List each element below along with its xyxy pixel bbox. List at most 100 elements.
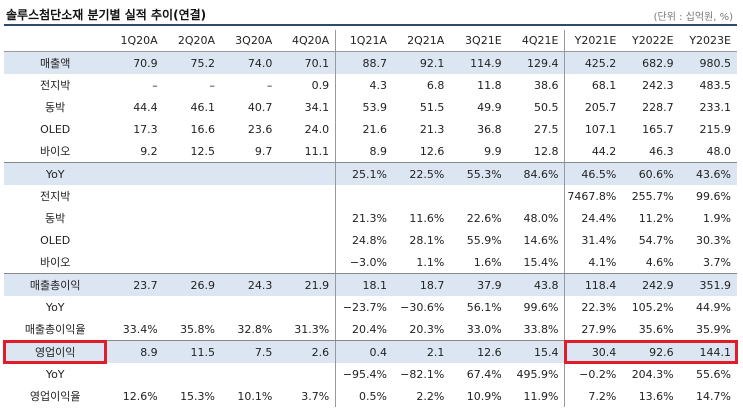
table-cell: 15.3% — [180, 389, 216, 403]
table-cell: 21.9 — [278, 273, 337, 296]
table-cell: 6.8 — [426, 78, 445, 92]
table-cell: 7.5 — [221, 340, 279, 363]
table-cell: 144.1 — [679, 340, 737, 363]
table-cell: 205.7 — [584, 100, 617, 114]
table-cell: 35.8% — [163, 318, 222, 341]
table-cell: 107.1 — [584, 122, 617, 136]
table-cell: 24.3 — [221, 273, 279, 296]
header-row: 1Q20A 2Q20A 3Q20A 4Q20A 1Q21A 2Q21A 3Q21… — [4, 30, 737, 52]
table-cell — [106, 207, 163, 229]
table-cell: 44.9% — [696, 300, 731, 314]
table-cell: 4.3 — [369, 78, 388, 92]
table-row: 매출총이익율 33.4% 35.8% 32.8% 31.3% 20.4% 20.3% 33.0… — [4, 318, 737, 341]
table-cell — [163, 251, 222, 274]
table-cell: 11.9% — [507, 385, 566, 407]
table-cell: 31.4% — [581, 233, 617, 247]
row-label: OLED — [40, 233, 71, 247]
header-cell-label — [4, 30, 107, 52]
table-cell — [393, 185, 450, 207]
table-cell: 204.3% — [631, 367, 674, 381]
table-cell: 53.9 — [362, 100, 388, 114]
table-cell: 12.6 — [393, 140, 451, 163]
table-cell: 31.3% — [278, 318, 337, 341]
table-cell: 495.9% — [507, 363, 566, 385]
table-cell: 11.1 — [278, 140, 337, 163]
row-label: 영업이익 — [4, 340, 107, 363]
table-cell: 24.4% — [581, 211, 617, 225]
table-cell: 2.1 — [393, 340, 451, 363]
row-label: 영업이익율 — [29, 390, 81, 403]
table-cell: 44.2 — [564, 140, 623, 163]
table-cell: 24.0 — [278, 118, 337, 140]
table-cell: 84.6% — [507, 162, 566, 185]
header-cell: Y2023E — [679, 30, 737, 52]
unit-label: (단위 : 십억원, %) — [653, 12, 733, 23]
table-cell: 54.7% — [638, 233, 674, 247]
table-cell: 1.6% — [450, 251, 508, 274]
table-cell: 483.5 — [699, 78, 732, 92]
table-cell: 980.5 — [679, 51, 737, 74]
table-cell: 255.7% — [631, 189, 674, 203]
table-cell — [278, 162, 337, 185]
table-cell: −95.4% — [342, 367, 387, 381]
table-cell: 18.1 — [335, 273, 393, 296]
table-cell: 11.5 — [163, 340, 222, 363]
table-cell — [106, 162, 164, 185]
table-title: 솔루스첨단소재 분기별 실적 추이(연결) — [6, 8, 207, 22]
header-cell: 4Q20A — [278, 30, 337, 52]
table-cell — [163, 162, 222, 185]
table-cell: 43.6% — [679, 162, 737, 185]
table-cell — [164, 207, 221, 229]
table-cell: 165.7 — [642, 122, 674, 136]
table-cell — [336, 185, 393, 207]
table-cell: 68.1 — [591, 78, 617, 92]
table-cell: 49.9 — [477, 100, 502, 114]
table-cell: 242.3 — [642, 78, 674, 92]
row-label: YoY — [45, 300, 65, 314]
table-cell: 92.1 — [393, 51, 451, 74]
table-cell: 22.3% — [581, 300, 617, 314]
table-cell: 92.6 — [622, 340, 680, 363]
table-cell — [106, 185, 163, 207]
table-row: YoY −23.7% −30.6% 56.1% 99.6% 22.3% 105.2% 44.9… — [4, 296, 737, 318]
table-cell — [164, 185, 221, 207]
header-cell: 3Q20A — [221, 30, 279, 52]
row-label: 동박 — [45, 101, 66, 114]
table-cell: 46.5% — [564, 162, 623, 185]
table-cell: 48.0 — [679, 140, 737, 163]
header-cell: 1Q20A — [106, 30, 164, 52]
table-cell: 0.5% — [359, 389, 387, 403]
table-cell: 18.7 — [393, 273, 451, 296]
table-cell — [106, 229, 163, 251]
row-label: 전지박 — [39, 79, 71, 92]
table-cell: 88.7 — [335, 51, 393, 74]
table-row: 동박 44.4 46.1 40.7 34.1 53.9 51.5 49.9 50.5 205.7 2… — [4, 96, 737, 118]
table-cell: 22.5% — [393, 162, 451, 185]
table-cell: 118.4 — [564, 273, 623, 296]
table-row: OLED 24.8% 28.1% 55.9% 14.6% 31.4% 54.7% 30.3% — [4, 229, 737, 251]
table-cell: 228.7 — [642, 100, 674, 114]
header-cell: 4Q21E — [507, 30, 566, 52]
table-cell: 7.2% — [588, 389, 617, 403]
row-label: 매출총이익 — [4, 273, 107, 296]
table-cell: 46.3 — [622, 140, 680, 163]
table-cell — [507, 185, 566, 207]
table-cell: 37.9 — [450, 273, 508, 296]
table-cell: 67.4% — [466, 367, 502, 381]
table-cell: 43.8 — [507, 273, 566, 296]
table-cell: 33.8% — [507, 318, 566, 341]
table-cell: 0.4 — [335, 340, 393, 363]
table-cell: 51.5 — [419, 100, 445, 114]
table-cell: 0.9 — [278, 74, 337, 96]
table-cell: 27.9% — [564, 318, 623, 341]
table-cell — [106, 296, 163, 318]
table-cell: −30.6% — [400, 300, 445, 314]
table-cell: 48.0% — [507, 207, 566, 229]
table-cell: 23.7 — [106, 273, 164, 296]
table-cell: 8.9 — [106, 340, 164, 363]
table-cell: 105.2% — [631, 300, 674, 314]
table-cell — [278, 207, 337, 229]
table-cell: 9.9 — [450, 140, 508, 163]
table-cell: 8.9 — [335, 140, 393, 163]
table-cell: 21.3% — [352, 211, 387, 225]
